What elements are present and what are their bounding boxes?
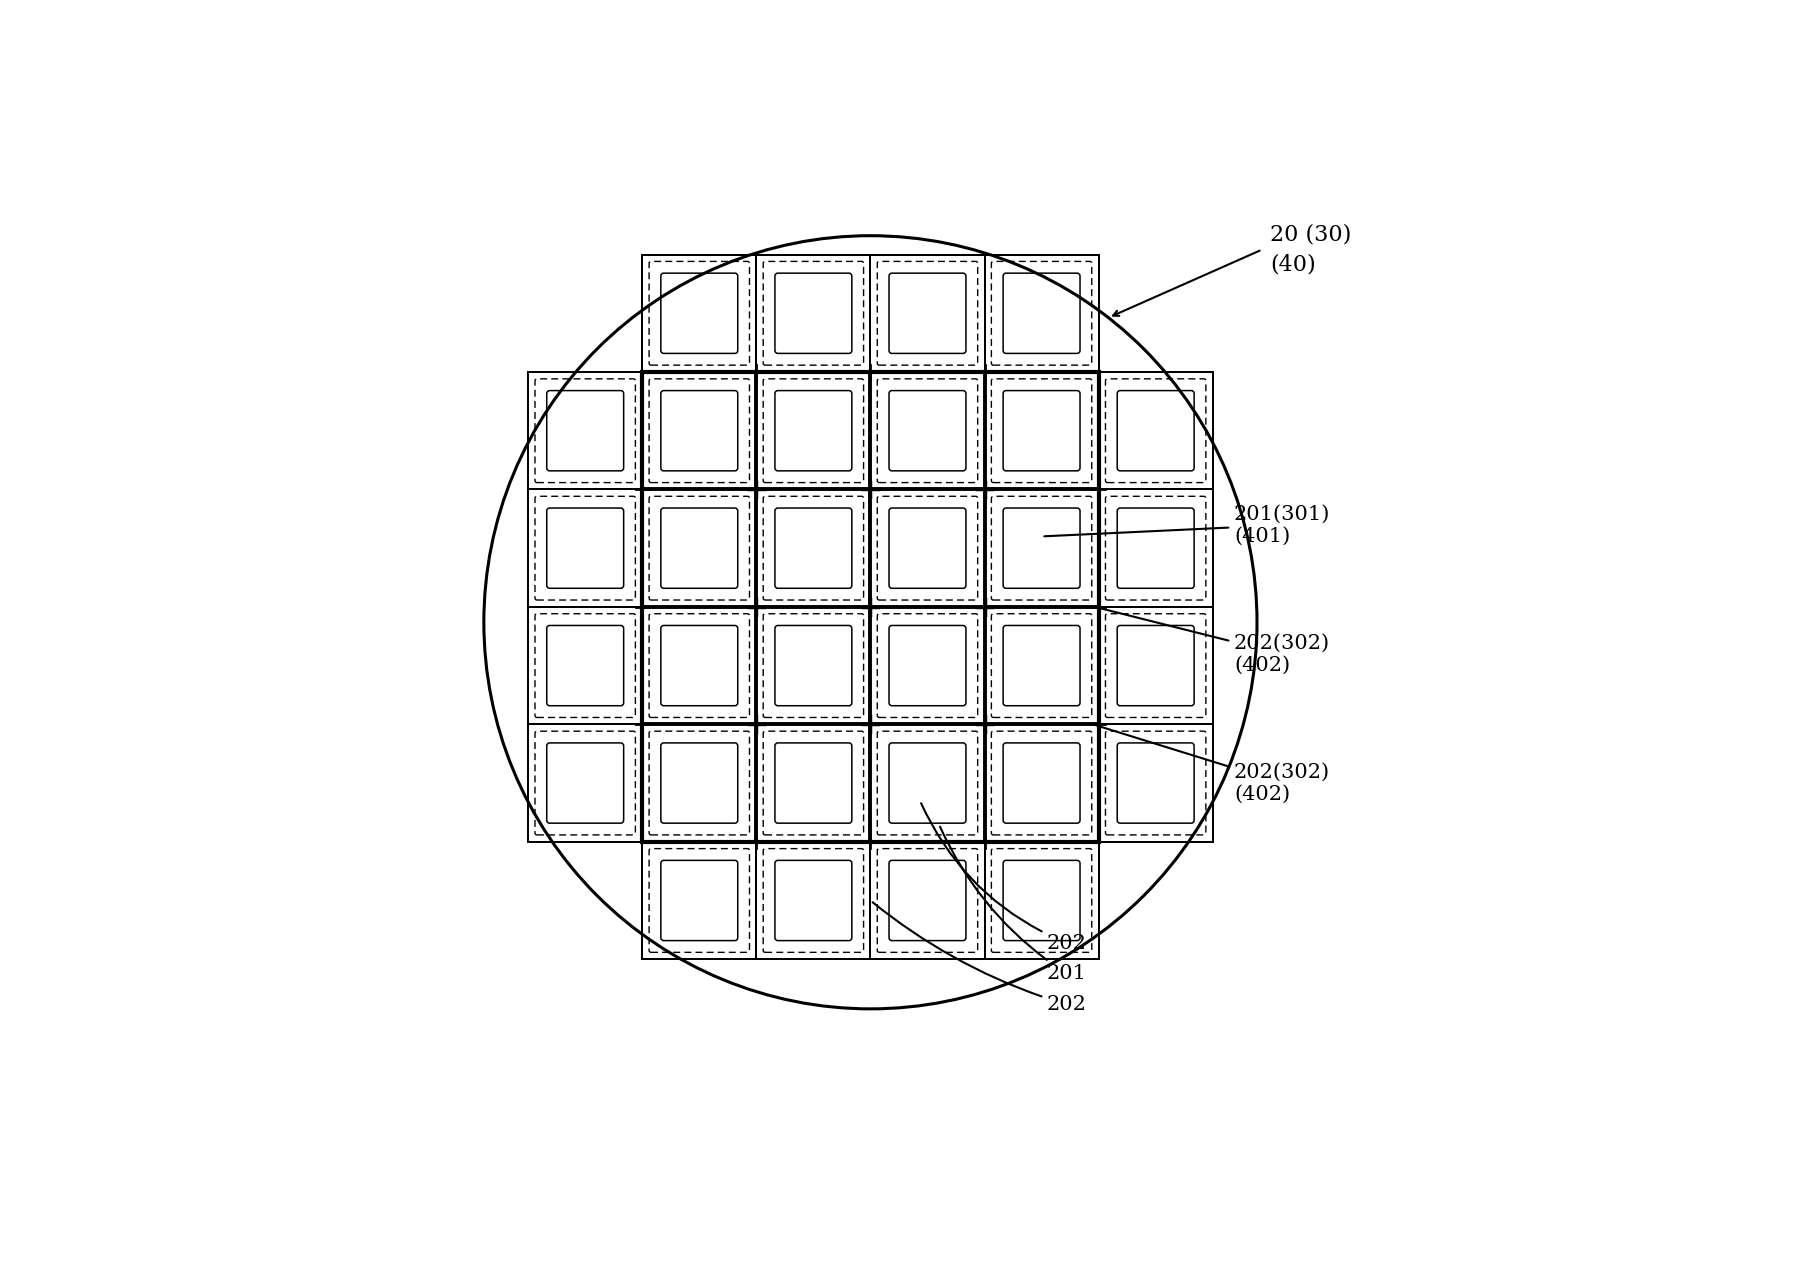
Bar	[985, 841, 1099, 960]
Bar	[871, 254, 985, 372]
Text: 201: 201	[940, 826, 1088, 984]
Bar	[641, 372, 1099, 841]
Bar	[757, 841, 871, 960]
Text: 202: 202	[873, 902, 1086, 1014]
Bar	[1099, 372, 1212, 489]
Bar	[1099, 724, 1212, 841]
Text: 202: 202	[922, 803, 1086, 952]
Text: (40): (40)	[1270, 254, 1315, 276]
Bar	[757, 254, 871, 372]
Text: 201(301)
(401): 201(301) (401)	[1044, 505, 1330, 545]
Text: 202(302)
(402): 202(302) (402)	[1097, 608, 1330, 675]
Bar	[871, 841, 985, 960]
Bar	[641, 841, 757, 960]
Bar	[1099, 606, 1212, 724]
Text: 20 (30): 20 (30)	[1270, 224, 1352, 245]
Text: 202(302)
(402): 202(302) (402)	[1095, 726, 1330, 803]
Bar	[528, 606, 641, 724]
Bar	[528, 724, 641, 841]
Bar	[528, 372, 641, 489]
Bar	[985, 254, 1099, 372]
Bar	[641, 254, 757, 372]
Bar	[528, 489, 641, 606]
Bar	[1099, 489, 1212, 606]
